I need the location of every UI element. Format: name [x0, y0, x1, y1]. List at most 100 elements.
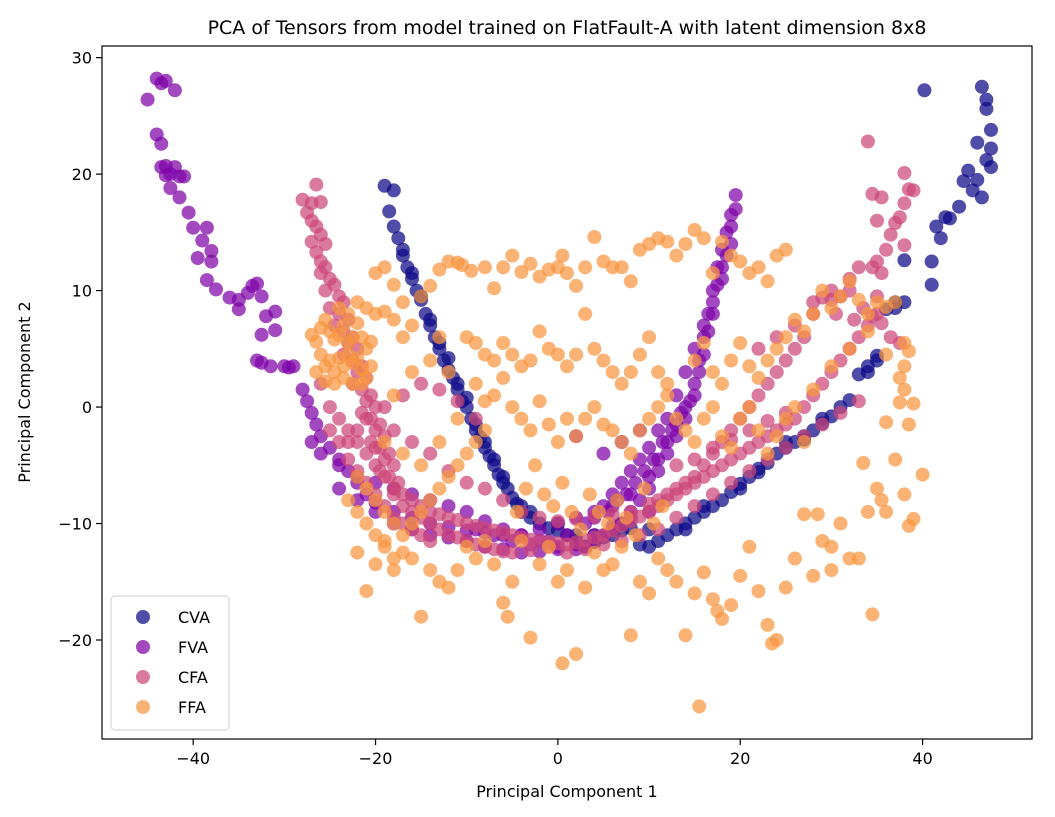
y-tick-label: 10 [72, 282, 92, 301]
point-ffa [696, 231, 711, 246]
point-ffa [514, 411, 529, 426]
point-ffa [696, 336, 711, 350]
point-fva [254, 327, 269, 342]
point-ffa [710, 603, 725, 618]
point-cfa [642, 496, 657, 511]
point-fva [295, 382, 310, 397]
point-ffa [441, 365, 456, 380]
point-ffa [601, 516, 615, 531]
point-ffa [892, 370, 907, 385]
point-ffa [705, 266, 720, 281]
point-ffa [810, 507, 825, 522]
point-fva [204, 254, 219, 269]
point-ffa [505, 248, 520, 263]
point-ffa [377, 504, 392, 519]
point-cva [395, 248, 410, 263]
point-ffa [733, 254, 748, 269]
point-ffa [897, 359, 912, 374]
point-ffa [395, 295, 410, 310]
point-ffa [395, 446, 410, 461]
point-cfa [669, 510, 684, 525]
point-ffa [715, 429, 729, 444]
point-cfa [318, 237, 333, 251]
point-cva [917, 83, 932, 98]
point-ffa [569, 278, 584, 293]
point-ffa [395, 528, 410, 543]
point-ffa [532, 394, 547, 409]
point-fva [664, 423, 679, 438]
x-axis: −40 −20 0 20 40 [176, 739, 933, 768]
point-fva [186, 220, 201, 235]
point-ffa [906, 396, 921, 411]
point-cva [496, 469, 511, 484]
point-ffa [851, 551, 866, 566]
point-ffa [874, 493, 889, 508]
point-ffa [806, 568, 821, 583]
legend: CVA FVA CFA FFA [110, 595, 230, 731]
point-ffa [423, 493, 438, 508]
y-tick-label: 0 [82, 398, 92, 417]
y-axis: −20 −10 0 10 20 30 [58, 49, 102, 650]
point-fva [181, 205, 196, 220]
point-fva [655, 435, 670, 449]
point-ffa [751, 370, 766, 385]
point-ffa [692, 699, 707, 714]
point-ffa [432, 481, 447, 496]
point-ffa [824, 359, 839, 374]
y-tick-label: −10 [58, 515, 92, 534]
point-cfa [496, 493, 511, 508]
point-cfa [322, 423, 337, 438]
point-ffa [555, 656, 570, 671]
point-ffa [901, 344, 916, 359]
point-cva [970, 135, 985, 150]
point-cva [974, 190, 989, 205]
point-cfa [870, 213, 884, 228]
point-ffa [751, 423, 766, 438]
point-ffa [550, 574, 565, 589]
point-ffa [642, 586, 657, 601]
legend-label-cva: CVA [178, 608, 210, 627]
point-ffa [851, 292, 866, 307]
point-ffa [787, 312, 802, 327]
legend-marker-cfa [136, 670, 150, 684]
point-fva [304, 435, 319, 449]
point-ffa [509, 504, 524, 519]
y-axis-label: Principal Component 2 [15, 301, 34, 482]
point-ffa [432, 330, 447, 345]
point-ffa [350, 351, 365, 366]
point-cva [386, 219, 401, 234]
point-ffa [386, 277, 401, 292]
point-cfa [806, 295, 821, 310]
point-ffa [879, 347, 894, 362]
point-ffa [778, 330, 793, 345]
point-fva [140, 92, 155, 107]
point-cfa [897, 166, 912, 180]
point-fva [204, 244, 219, 258]
point-ffa [309, 365, 324, 380]
point-cfa [892, 210, 907, 225]
point-fva [268, 304, 283, 319]
point-ffa [870, 481, 884, 496]
point-fva [158, 168, 173, 183]
point-ffa [505, 574, 520, 589]
point-cfa [874, 266, 889, 281]
point-cva [860, 365, 875, 380]
point-fva [304, 405, 319, 420]
point-ffa [368, 493, 383, 508]
point-ffa [523, 423, 538, 438]
point-fva [309, 417, 324, 432]
point-ffa [842, 341, 857, 356]
point-ffa [377, 539, 392, 554]
point-ffa [555, 248, 570, 263]
point-ffa [569, 647, 584, 661]
point-fva [705, 295, 720, 310]
point-ffa [815, 283, 830, 298]
point-ffa [651, 400, 666, 415]
point-fva [623, 464, 638, 479]
point-fva [268, 323, 283, 338]
point-cfa [833, 405, 848, 420]
point-ffa [642, 411, 657, 426]
point-ffa [888, 295, 903, 310]
point-ffa [591, 504, 606, 519]
point-ffa [309, 334, 324, 349]
